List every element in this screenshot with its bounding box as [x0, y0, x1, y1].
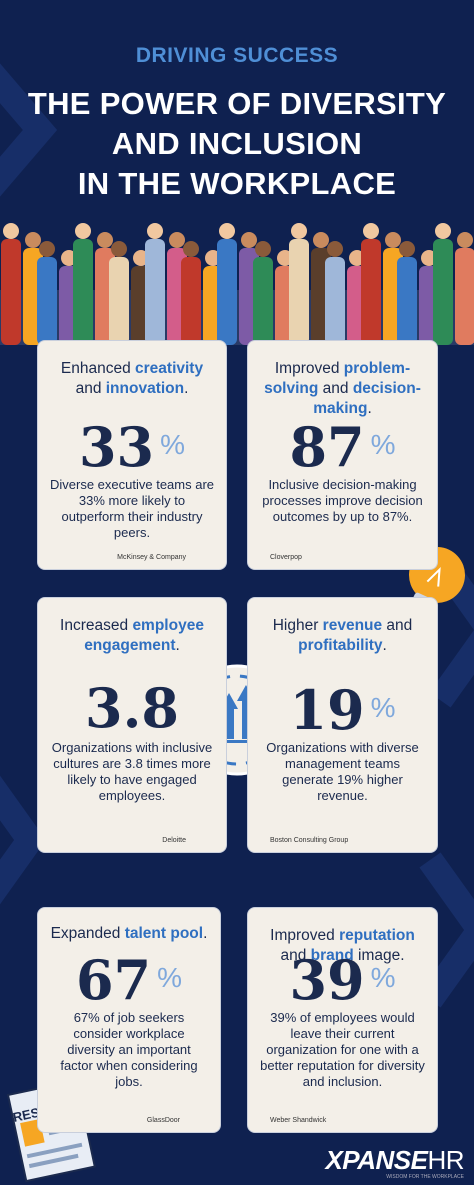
kicker: DRIVING SUCCESS — [135, 44, 339, 67]
heading-text: . — [175, 637, 180, 654]
heading-highlight: profitability — [298, 637, 383, 654]
heading-text: Improved — [270, 927, 340, 944]
card-heading: Higher revenue and profitability. — [258, 616, 427, 656]
card-heading: Enhanced creativity and innovation. — [48, 359, 216, 399]
heading-text: and — [75, 380, 106, 397]
heading-highlight: decision-making — [313, 380, 421, 417]
heading-text: and — [382, 617, 413, 634]
stat-card: Expanded talent pool. 67% 67% of job seeke… — [37, 907, 221, 1133]
logo-suffix: HR — [427, 1145, 464, 1175]
heading-highlight: innovation — [105, 380, 185, 397]
card-heading: Increased employee engagement. — [48, 616, 216, 656]
source: Cloverpop — [270, 554, 302, 561]
description: Inclusive decision-making processes impr… — [262, 477, 423, 524]
heading-text: Increased — [60, 617, 133, 634]
heading-text: . — [367, 400, 372, 417]
title-line: AND INCLUSION — [111, 126, 363, 161]
stat: 3.8 — [38, 678, 226, 738]
card-heading: Expanded talent pool. — [48, 924, 210, 944]
stat: 67% — [38, 948, 220, 1010]
source: GlassDoor — [146, 1117, 180, 1124]
stat-unit: % — [370, 692, 396, 723]
heading-text: and — [280, 947, 311, 964]
heading-text: . — [203, 925, 208, 942]
heading-text: and — [318, 380, 353, 397]
stat: 87% — [248, 415, 437, 477]
stat-unit: % — [370, 962, 396, 993]
heading-highlight: reputation — [339, 927, 415, 944]
description: Diverse executive teams are 33% more lik… — [50, 477, 215, 540]
title-line: THE POWER OF DIVERSITY — [27, 86, 447, 121]
logo: XPANSEHR WISDOM FOR THE WORKPLACE — [314, 1145, 464, 1180]
stat: 39% — [248, 948, 437, 1010]
heading-highlight: problem-solving — [264, 360, 411, 397]
stat-unit: % — [160, 429, 186, 460]
source: Deloitte — [162, 837, 186, 844]
logo-tagline: WISDOM FOR THE WORKPLACE — [386, 1174, 464, 1180]
stat-value: 3.8 — [85, 676, 179, 740]
heading-text: Expanded — [50, 925, 125, 942]
source: Weber Shandwick — [270, 1117, 327, 1124]
heading-highlight: revenue — [322, 617, 383, 634]
heading-text: . — [184, 380, 189, 397]
stat-value: 67 — [75, 948, 152, 1012]
title: THE POWER OF DIVERSITY AND INCLUSION IN TH… — [0, 84, 474, 204]
stat-card: Improved reputation and brand image. 39% 3… — [247, 907, 438, 1133]
source: Boston Consulting Group — [270, 837, 349, 844]
heading-highlight: employee engagement — [84, 617, 204, 654]
stat-unit: % — [157, 962, 183, 993]
source: McKinsey & Company — [117, 554, 186, 561]
description: 39% of employees would leave their curre… — [260, 1010, 425, 1089]
crowd-illustration — [0, 223, 474, 345]
description: Organizations with diverse management te… — [266, 740, 419, 803]
heading-highlight: brand — [310, 947, 354, 964]
heading-text: Improved — [274, 360, 344, 377]
stat-card: Enhanced creativity and innovation. 33% Di… — [37, 340, 227, 570]
card-heading: Improved problem-solving and decision-ma… — [258, 359, 427, 419]
description: Organizations with inclusive cultures ar… — [51, 740, 213, 803]
heading-text: Higher — [272, 617, 323, 634]
stat-value: 39 — [289, 948, 365, 1012]
stat-card: Increased employee engagement. 3.8 Organiz… — [37, 597, 227, 853]
logo-brand: XPANSE — [325, 1145, 428, 1175]
title-line: IN THE WORKPLACE — [77, 166, 397, 201]
heading-highlight: creativity — [135, 360, 204, 377]
stat-card: Higher revenue and profitability. 19% Orga… — [247, 597, 438, 853]
card-heading: Improved reputation and brand image. — [258, 926, 427, 966]
stat-unit: % — [370, 429, 396, 460]
stat-value: 33 — [78, 415, 155, 479]
stat-value: 87 — [289, 415, 365, 479]
stat-card: Improved problem-solving and decision-ma… — [247, 340, 438, 570]
heading-text: . — [382, 637, 387, 654]
heading-text: image. — [353, 947, 405, 964]
description: 67% of job seekers consider workplace di… — [60, 1010, 198, 1089]
heading-highlight: talent pool — [124, 925, 204, 942]
heading-text: Enhanced — [60, 360, 136, 377]
stat-value: 19 — [289, 678, 365, 742]
stat: 33% — [38, 415, 226, 477]
stat: 19% — [248, 678, 437, 740]
